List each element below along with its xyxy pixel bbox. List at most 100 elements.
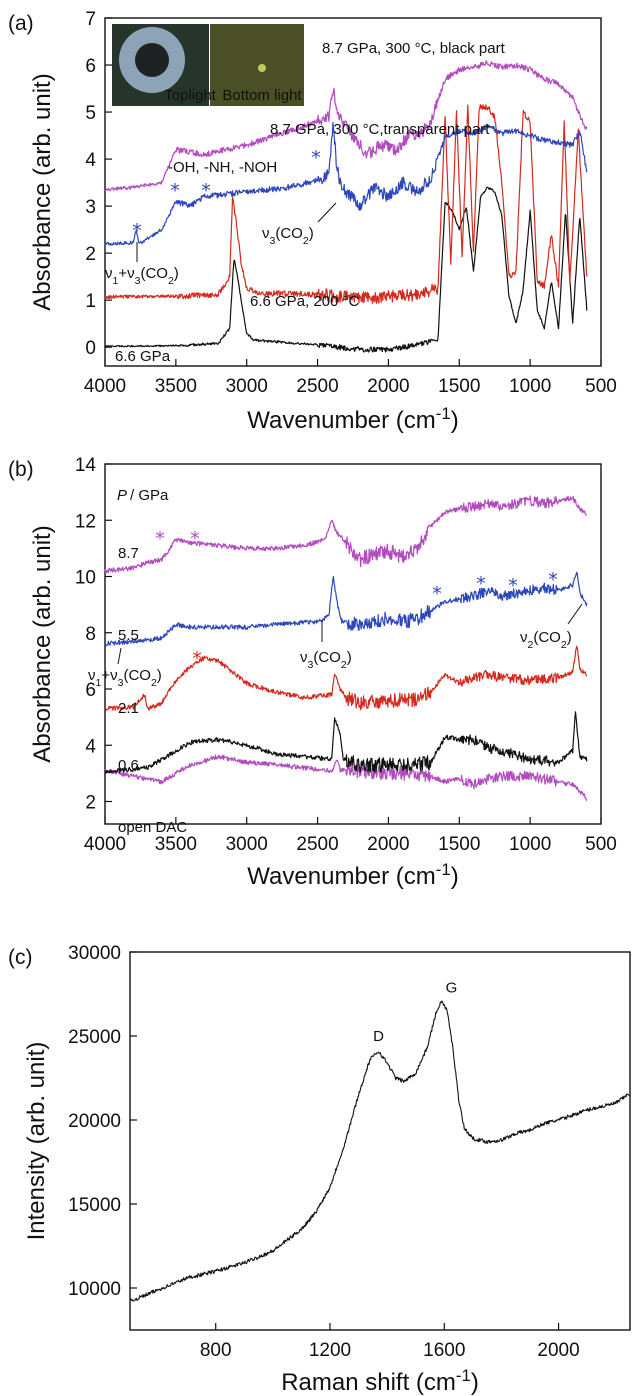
series-line (104, 711, 588, 775)
x-tick-label: 1200 (309, 1340, 351, 1361)
series-line (104, 645, 588, 711)
x-axis-title: Wavenumber (cm-1) (247, 860, 458, 891)
y-tick-label: 15000 (68, 1195, 121, 1216)
x-axis-title: Wavenumber (cm-1) (247, 404, 458, 435)
x-tick-label: 2000 (367, 834, 409, 855)
label-bands: -OH, -NH, -NOH (168, 159, 277, 176)
label-combo: ν1+ν3(CO2) (105, 265, 179, 287)
legend-title: P (117, 487, 127, 504)
x-tick-label: 2500 (296, 834, 338, 855)
label-open-dac: open DAC (118, 819, 187, 836)
y-tick-label: 12 (75, 511, 96, 532)
series-line (129, 1000, 631, 1302)
y-tick-label: 2 (85, 793, 96, 814)
panel-a-label: (a) (8, 12, 34, 35)
y-tick-label: 2 (85, 244, 96, 265)
y-axis-title: Intensity (arb. unit) (23, 1042, 50, 1241)
inset-right-label: Bottom light (222, 87, 302, 104)
x-tick-label: 1500 (438, 834, 480, 855)
label-2-1: 2.1 (118, 700, 139, 717)
y-tick-label: 6 (85, 680, 96, 701)
asterisk-marker: * (170, 180, 180, 202)
asterisk-marker: * (132, 220, 142, 242)
legend-title-unit: / GPa (130, 487, 169, 504)
panel-a-frame (104, 17, 602, 367)
y-tick-label: 10000 (68, 1279, 121, 1300)
panel-b-frame (104, 463, 602, 825)
y-tick-label: 4 (85, 150, 96, 171)
label-transparent: 8.7 GPa, 300 °C,transparent part (270, 121, 490, 138)
label-0-6: 0.6 (118, 757, 139, 774)
y-tick-label: 30000 (68, 943, 121, 964)
asterisk-marker: * (155, 528, 165, 550)
x-tick-label: 2000 (537, 1340, 579, 1361)
label-5-5: 5.5 (118, 627, 139, 644)
label-6-6gpa: 6.6 GPa (115, 348, 171, 365)
asterisk-marker: * (192, 648, 202, 670)
peak-label-d: D (373, 1028, 384, 1045)
y-axis-title: Absorbance (arb. unit) (29, 73, 56, 310)
asterisk-marker: * (201, 180, 211, 202)
series-line (104, 571, 588, 647)
peak-label-g: G (446, 979, 458, 996)
y-tick-label: 20000 (68, 1111, 121, 1132)
y-tick-label: 5 (85, 103, 96, 124)
y-tick-label: 3 (85, 197, 96, 218)
panel-c-label: (c) (8, 946, 33, 969)
panel-b-label: (b) (8, 458, 34, 481)
x-tick-label: 4000 (84, 376, 126, 397)
label-black-part: 8.7 GPa, 300 °C, black part (322, 40, 506, 57)
x-tick-label: 500 (585, 376, 617, 397)
inset-spot (258, 64, 266, 72)
asterisk-marker: * (432, 583, 442, 605)
asterisk-marker: * (190, 528, 200, 550)
series-line (104, 122, 588, 246)
y-tick-label: 25000 (68, 1027, 121, 1048)
asterisk-marker: * (476, 573, 486, 595)
x-tick-label: 3500 (155, 834, 197, 855)
y-tick-label: 4 (85, 736, 96, 757)
series-line (104, 495, 588, 574)
x-tick-label: 500 (585, 834, 617, 855)
arrow-combo (117, 647, 122, 665)
label-nu3: ν3(CO2) (300, 649, 352, 671)
panel-b: (b) 4000 3500 3000 2500 2000 1500 1000 500 2 4 6 8 10… (8, 455, 617, 890)
y-axis-title: Absorbance (arb. unit) (29, 525, 56, 762)
label-8-7: 8.7 (118, 545, 139, 562)
x-tick-label: 800 (200, 1340, 232, 1361)
panel-c: (c) 800 1200 1600 2000 10000 15000 20000 25000 30… (8, 943, 631, 1396)
inset-photos: Toplight Bottom light (112, 24, 304, 106)
series-line (104, 60, 588, 192)
y-tick-label: 10 (75, 568, 96, 589)
y-tick-label: 0 (85, 338, 96, 359)
x-tick-label: 2500 (296, 376, 338, 397)
inset-left-label: Toplight (164, 87, 217, 104)
x-tick-label: 1500 (438, 376, 480, 397)
label-combo: ν1+ν3(CO2) (88, 667, 162, 689)
x-tick-label: 4000 (84, 834, 126, 855)
panel-c-frame (129, 951, 631, 1331)
y-tick-label: 6 (85, 56, 96, 77)
arrow-nu3 (317, 202, 337, 223)
x-tick-label: 1000 (509, 834, 551, 855)
x-tick-label: 3000 (226, 376, 268, 397)
inset-hole (135, 43, 169, 77)
asterisk-marker: * (548, 569, 558, 591)
x-axis-title: Raman shift (cm-1) (281, 1366, 479, 1396)
y-tick-label: 14 (75, 455, 97, 476)
series-line (104, 186, 588, 353)
y-tick-label: 8 (85, 624, 96, 645)
y-tick-label: 7 (85, 9, 96, 30)
inset-bottomlight-photo (210, 24, 304, 106)
series-line (104, 104, 588, 304)
arrow-nu2 (567, 603, 583, 625)
asterisk-marker: * (311, 147, 321, 169)
x-tick-label: 3500 (155, 376, 197, 397)
x-tick-label: 2000 (367, 376, 409, 397)
label-6-6gpa-200c: 6.6 GPa, 200 °C (250, 293, 360, 310)
asterisk-marker: * (508, 575, 518, 597)
x-tick-label: 3000 (226, 834, 268, 855)
series-line (104, 754, 588, 801)
x-tick-label: 1000 (509, 376, 551, 397)
